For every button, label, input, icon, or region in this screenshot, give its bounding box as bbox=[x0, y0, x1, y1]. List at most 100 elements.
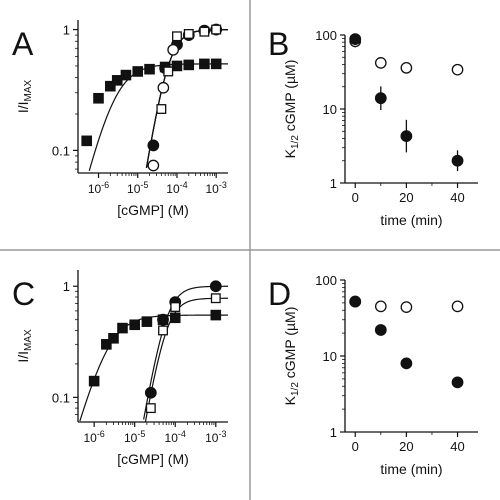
data-point-filled-square bbox=[171, 60, 183, 72]
data-point-filled-square bbox=[129, 319, 140, 331]
data-point-filled-square bbox=[210, 58, 222, 70]
x-tick-mantissa: 10 bbox=[165, 431, 179, 445]
data-point-open-circle bbox=[451, 63, 464, 76]
data-point-open-square bbox=[145, 403, 156, 414]
y-axis-label: I/IMAX bbox=[15, 80, 34, 114]
x-tick-mantissa: 10 bbox=[127, 182, 141, 196]
data-point-filled-circle bbox=[349, 295, 362, 308]
x-tick-label: 20 bbox=[399, 190, 413, 205]
data-point-open-square bbox=[158, 325, 168, 336]
y-tick-label: 0.1 bbox=[52, 143, 70, 158]
y-axis-label: K1/2 cGMP (µM) bbox=[282, 307, 301, 406]
data-point-open-circle bbox=[157, 81, 170, 94]
data-point-filled-circle bbox=[400, 357, 413, 370]
x-tick-label: 40 bbox=[450, 190, 464, 205]
data-point-filled-circle bbox=[349, 33, 362, 46]
data-point-open-circle bbox=[400, 61, 413, 74]
data-point-filled-square bbox=[199, 58, 210, 70]
x-tick-exponent: -5 bbox=[140, 180, 148, 190]
x-tick-exponent: -6 bbox=[101, 180, 109, 190]
y-tick-label: 100 bbox=[315, 28, 337, 43]
y-label-main: I/I bbox=[15, 102, 31, 114]
panel-letter: C bbox=[12, 276, 35, 312]
panel-d: D 0 20 40 1 10 100 time (min) K1/2 cGMP (µM) bbox=[268, 273, 478, 477]
data-point-filled-square bbox=[111, 75, 123, 86]
data-point-open-circle bbox=[147, 159, 160, 172]
data-point-filled-square bbox=[105, 80, 116, 92]
y-label-rest: cGMP (µM) bbox=[282, 60, 298, 135]
panel-letter: B bbox=[268, 26, 289, 62]
data-point-filled-square bbox=[81, 135, 93, 147]
data-point-filled-circle bbox=[209, 280, 222, 293]
x-axis-label: [cGMP] (M) bbox=[117, 202, 189, 218]
data-point-open-square bbox=[156, 104, 167, 114]
data-point-filled-square bbox=[132, 66, 144, 77]
x-tick-label: 20 bbox=[399, 439, 413, 454]
y-label-subscript: MAX bbox=[23, 80, 34, 102]
data-point-filled-square bbox=[144, 63, 155, 75]
data-point-filled-circle bbox=[147, 139, 160, 152]
x-tick-exponent: -4 bbox=[178, 429, 186, 439]
data-point-filled-square bbox=[108, 332, 119, 344]
x-tick-exponent: -3 bbox=[219, 180, 227, 190]
data-point-filled-square bbox=[141, 316, 153, 327]
x-tick-label: 10-6 bbox=[88, 180, 109, 196]
data-point-open-circle bbox=[374, 57, 387, 69]
panel-c: C10-6 10-5 10-4 10-30.11[cGMP] (M)I/IMAX bbox=[12, 270, 228, 467]
x-tick-label: 0 bbox=[352, 190, 359, 205]
data-point-open-circle bbox=[374, 300, 387, 313]
data-point-filled-circle bbox=[374, 324, 387, 336]
panel-a: A10-6 10-5 10-4 10-30.11[cGMP] (M)I/IMAX bbox=[12, 20, 229, 218]
fit-curve bbox=[79, 314, 228, 422]
x-tick-label: 0 bbox=[352, 439, 359, 454]
x-tick-label: 10-4 bbox=[165, 429, 186, 445]
y-tick-label: 1 bbox=[63, 23, 70, 38]
data-point-filled-circle bbox=[157, 313, 169, 326]
data-point-open-square bbox=[183, 28, 194, 39]
y-tick-label: 1 bbox=[330, 425, 337, 440]
y-tick-label: 10 bbox=[323, 102, 337, 117]
x-tick-label: 10-6 bbox=[83, 429, 104, 445]
data-point-filled-circle bbox=[451, 376, 464, 389]
data-point-filled-square bbox=[88, 375, 100, 387]
data-point-filled-square bbox=[117, 322, 128, 334]
x-tick-label: 10-5 bbox=[127, 180, 148, 196]
x-tick-mantissa: 10 bbox=[124, 431, 138, 445]
y-tick-label: 10 bbox=[323, 349, 337, 364]
y-label-main: I/I bbox=[15, 351, 31, 363]
x-tick-exponent: -5 bbox=[137, 429, 145, 439]
data-point-filled-square bbox=[183, 59, 195, 71]
x-tick-exponent: -3 bbox=[218, 429, 226, 439]
x-tick-label: 10-4 bbox=[166, 180, 187, 196]
data-point-open-square bbox=[163, 66, 174, 77]
panel-b: B 0 20 40 1 10 100 time (min) K1/2 cGMP (µM) bbox=[268, 26, 478, 228]
x-tick-label: 40 bbox=[450, 439, 464, 454]
data-point-open-square bbox=[199, 26, 210, 37]
fit-curve bbox=[88, 63, 228, 171]
data-point-filled-circle bbox=[451, 154, 464, 167]
x-tick-exponent: -4 bbox=[180, 180, 188, 190]
data-point-filled-square bbox=[93, 92, 104, 104]
y-axis-label: K1/2 cGMP (µM) bbox=[282, 60, 301, 159]
fit-curve bbox=[143, 285, 228, 420]
x-tick-mantissa: 10 bbox=[83, 431, 97, 445]
x-tick-label: 10-3 bbox=[205, 429, 226, 445]
x-tick-mantissa: 10 bbox=[205, 431, 219, 445]
data-point-open-square bbox=[211, 24, 222, 35]
data-point-open-square bbox=[170, 302, 181, 312]
data-point-open-square bbox=[210, 293, 221, 304]
x-axis-label: time (min) bbox=[380, 461, 442, 477]
data-point-filled-square bbox=[120, 69, 132, 81]
y-label-rest: cGMP (µM) bbox=[282, 307, 298, 382]
y-tick-label: 1 bbox=[330, 176, 337, 191]
panel-letter: A bbox=[12, 26, 34, 62]
x-axis-label: time (min) bbox=[380, 212, 442, 228]
y-label-main: K bbox=[282, 148, 298, 158]
data-point-filled-circle bbox=[374, 92, 387, 105]
data-point-filled-circle bbox=[400, 130, 413, 143]
x-tick-mantissa: 10 bbox=[166, 182, 180, 196]
data-point-filled-circle bbox=[144, 386, 157, 399]
x-tick-label: 10-3 bbox=[206, 180, 227, 196]
